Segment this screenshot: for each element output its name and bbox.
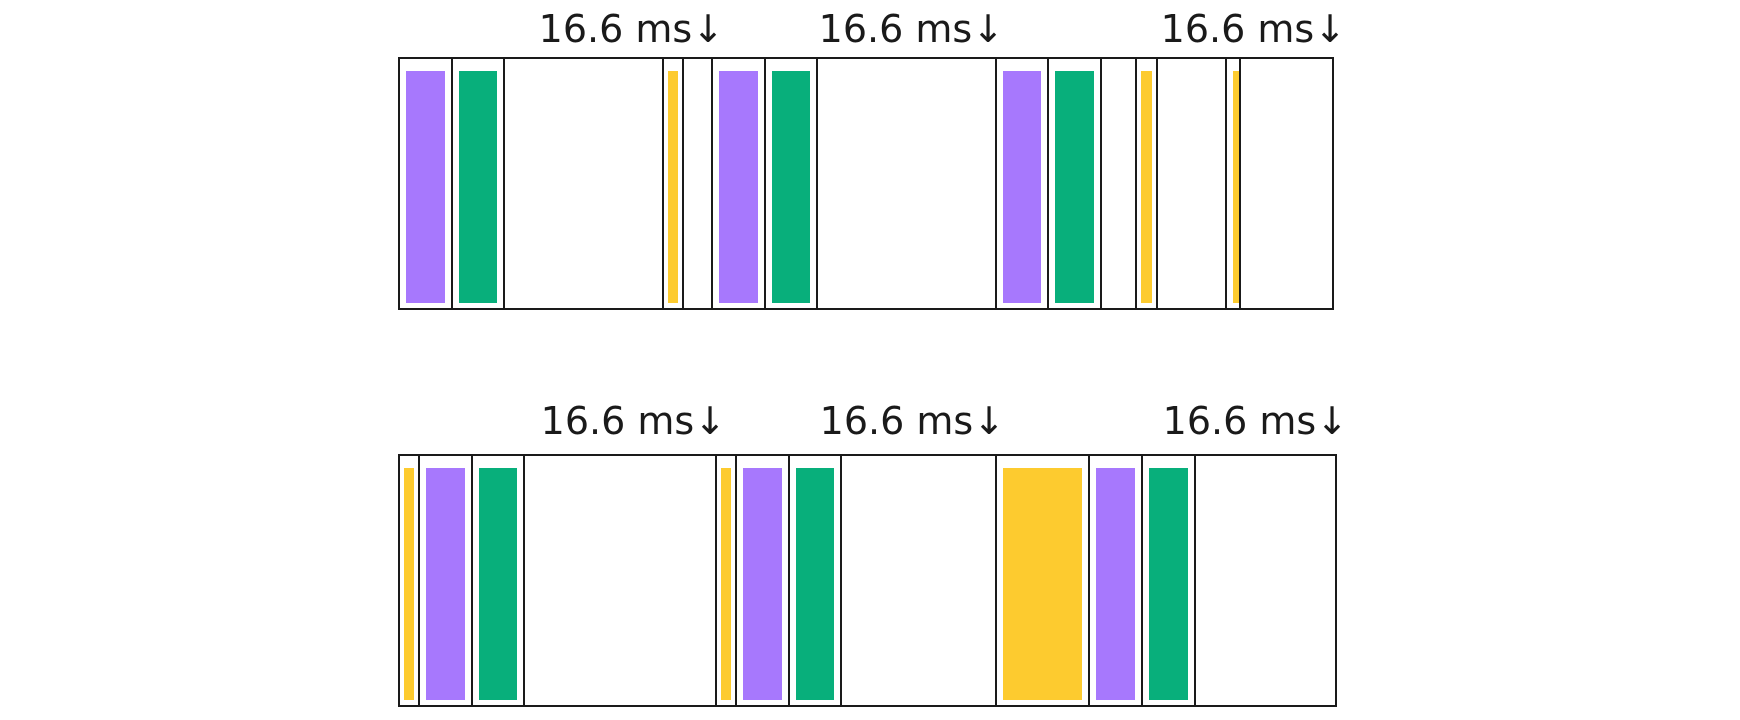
green-task-block (1149, 468, 1188, 700)
timeline-cell (682, 57, 713, 310)
timeline-cell (840, 454, 997, 707)
timeline-cell (1194, 454, 1337, 707)
timeline-cell (1100, 57, 1137, 310)
frame-deadline-label: 16.6 ms↓ (820, 399, 1005, 443)
purple-task-block (743, 468, 782, 700)
yellow-task-block (668, 71, 678, 303)
frame-deadline-label: 16.6 ms↓ (539, 7, 724, 51)
timeline-cell (503, 57, 664, 310)
purple-task-block (1096, 468, 1135, 700)
row-top: 16.6 ms↓ 16.6 ms↓ 16.6 ms↓ (398, 7, 1346, 310)
green-task-block (796, 468, 834, 700)
frame-deadline-label: 16.6 ms↓ (1163, 399, 1348, 443)
yellow-task-block (1003, 468, 1082, 700)
yellow-task-block (721, 468, 731, 700)
yellow-task-block (404, 468, 414, 700)
yellow-task-block (1141, 71, 1152, 303)
green-task-block (459, 71, 497, 303)
timeline-cell (523, 454, 717, 707)
row-bottom: 16.6 ms↓ 16.6 ms↓ 16.6 ms↓ (398, 399, 1348, 707)
purple-task-block (426, 468, 465, 700)
purple-task-block (719, 71, 758, 303)
timeline-outline (398, 57, 1334, 310)
purple-task-block (406, 71, 445, 303)
frame-deadline-label: 16.6 ms↓ (819, 7, 1004, 51)
green-task-block (479, 468, 517, 700)
green-task-block (1055, 71, 1094, 303)
purple-task-block (1003, 71, 1041, 303)
timeline-cell (1239, 57, 1334, 310)
frame-deadline-label: 16.6 ms↓ (541, 399, 726, 443)
green-task-block (772, 71, 810, 303)
row-top-cells (398, 57, 1334, 310)
row-bottom-cells (398, 454, 1337, 707)
timeline-outline (398, 454, 1337, 707)
frame-deadline-label: 16.6 ms↓ (1161, 7, 1346, 51)
timeline-cell (816, 57, 997, 310)
timeline-cell (1156, 57, 1227, 310)
